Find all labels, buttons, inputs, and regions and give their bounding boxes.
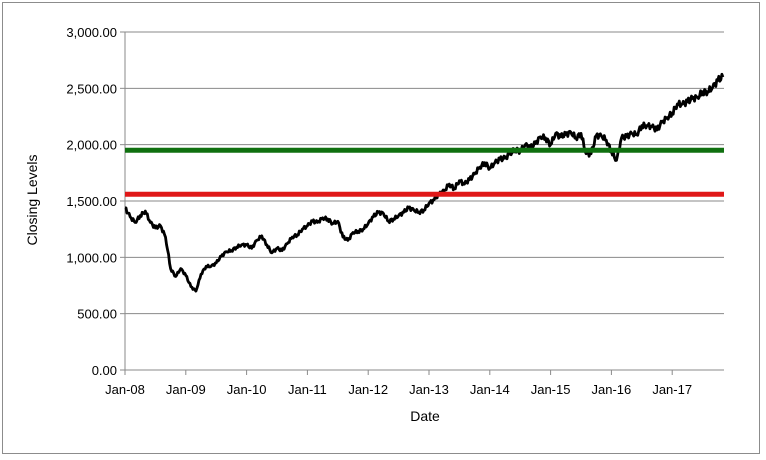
x-tick-label: Jan-16: [592, 382, 632, 397]
y-tick-label: 1,000.00: [66, 250, 117, 265]
x-tick-label: Jan-11: [288, 382, 327, 397]
x-tick-label: Jan-17: [652, 382, 692, 397]
y-axis-title: Closing Levels: [24, 154, 40, 245]
x-tick-label: Jan-08: [105, 382, 145, 397]
x-tick-label: Jan-14: [470, 382, 510, 397]
y-tick-label: 2,500.00: [66, 81, 117, 96]
y-tick-label: 500.00: [77, 307, 117, 322]
closing-level-line: [124, 72, 725, 293]
x-tick-label: Jan-09: [166, 382, 206, 397]
gridlines: [125, 31, 724, 315]
y-tick-label: 3,000.00: [66, 25, 117, 40]
x-tick-label: Jan-15: [531, 382, 571, 397]
y-tick-label: 0.00: [92, 363, 117, 378]
y-tick-label: 2,000.00: [66, 138, 117, 153]
axes: [124, 32, 724, 371]
y-axis-ticks: 0.00 500.00 1,000.00 1,500.00 2,000.00 2,500.…: [66, 25, 125, 378]
x-tick-label: Jan-13: [409, 382, 449, 397]
x-tick-label: Jan-12: [348, 382, 388, 397]
x-axis-title: Date: [410, 408, 440, 424]
x-axis-ticks: Jan-08 Jan-09 Jan-10 Jan-11 Jan-12 Jan-13 Jan-…: [105, 370, 692, 397]
reference-lines: [125, 147, 724, 197]
chart-frame: [2, 2, 760, 454]
y-tick-label: 1,500.00: [66, 194, 117, 209]
x-tick-label: Jan-10: [227, 382, 267, 397]
series-lines: [124, 72, 725, 293]
